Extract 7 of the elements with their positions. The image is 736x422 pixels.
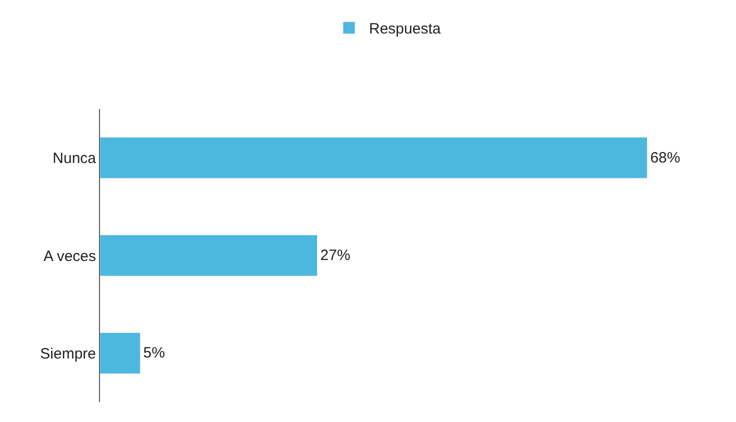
y-tick-label: A veces (43, 248, 96, 265)
data-label: 68% (650, 149, 680, 166)
data-label: 5% (143, 344, 165, 362)
legend-label: Respuesta (369, 20, 442, 38)
data-label: 27% (320, 247, 350, 264)
y-tick-label: Siempre (40, 345, 96, 362)
y-tick-label: Nunca (52, 150, 97, 168)
